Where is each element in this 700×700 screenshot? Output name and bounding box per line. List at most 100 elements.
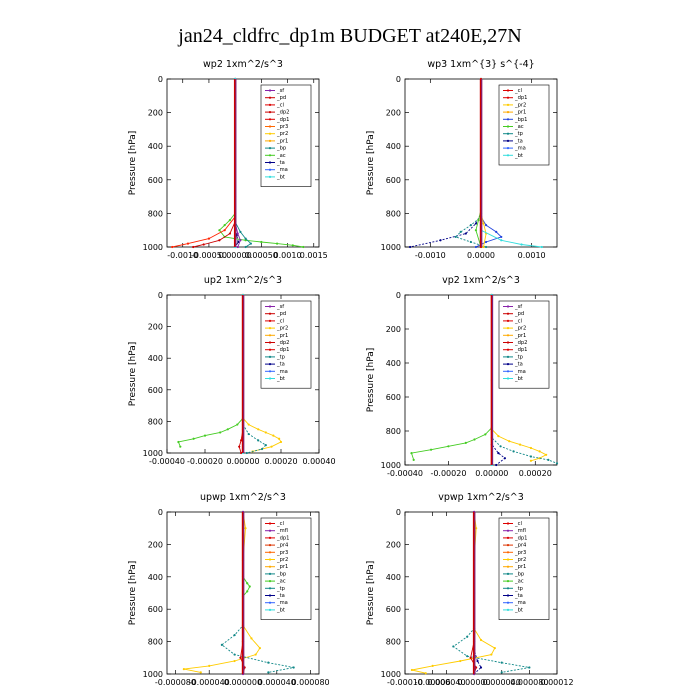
x-tick-label: 0.00012 (540, 678, 573, 687)
legend-label: _tp (514, 131, 524, 137)
data-point (228, 232, 231, 235)
y-tick-label: 400 (148, 142, 163, 151)
legend-label: _ma (514, 369, 526, 375)
data-point (508, 440, 511, 443)
data-point (469, 240, 472, 244)
legend-marker (268, 348, 272, 351)
data-point (469, 656, 472, 659)
data-point (503, 457, 506, 460)
legend-marker (506, 572, 510, 576)
data-point (484, 245, 488, 249)
data-point (292, 666, 295, 669)
data-point (528, 666, 531, 669)
y-tick-label: 800 (386, 638, 401, 647)
data-point (538, 450, 541, 453)
legend-label: _tp (276, 586, 286, 592)
y-tick-label: 1000 (381, 461, 401, 470)
chart-panel-4: vp2 1xm^2/s^3 Pressure [hPa] 0 200 400 600 800… (366, 275, 559, 478)
data-point (267, 661, 270, 664)
legend-marker (268, 312, 272, 315)
series-line-dp2 (410, 295, 493, 461)
legend-label: _cl (276, 102, 284, 108)
legend-marker (268, 565, 272, 568)
legend-label: _pr1 (514, 333, 526, 339)
legend-marker (268, 551, 272, 554)
legend-label: _dp2 (276, 340, 289, 346)
data-point (219, 431, 222, 434)
legend-label: _bp (276, 146, 287, 152)
legend-label: _pr1 (276, 333, 288, 339)
data-point (500, 239, 503, 242)
x-tick-label: -0.0010 (167, 251, 198, 260)
legend-label: _ta (514, 593, 523, 599)
x-tick-label: 0.00000 (226, 457, 259, 466)
legend-marker (506, 536, 510, 540)
legend-label: _pr3 (514, 550, 526, 556)
legend-box (498, 300, 550, 389)
legend-label: _ma (514, 600, 526, 606)
data-point (248, 585, 251, 588)
legend-label: _cl (514, 88, 522, 94)
x-tick-label: -0.000040 (189, 678, 230, 687)
data-point (220, 643, 223, 646)
series-line-pr1 (172, 79, 236, 248)
data-point (239, 239, 242, 242)
legend: _sf_pd_cl _dp2_dp1_pr3_pr2_pr1 _bp_ac_ta_m… (260, 84, 312, 187)
x-tick-label: 0.000000 (224, 678, 262, 687)
data-point (520, 243, 523, 246)
legend-label: _ac (276, 579, 286, 585)
series-line-pr2 (491, 295, 548, 462)
y-tick-label: 0 (396, 508, 401, 517)
x-tick-label: -0.00020 (187, 457, 223, 466)
legend-label: _mfl (514, 528, 526, 534)
legend-label: _tp (514, 586, 524, 592)
data-point (244, 527, 247, 530)
data-point (246, 590, 249, 593)
data-point (254, 653, 257, 656)
data-point (264, 431, 267, 434)
data-point (495, 230, 498, 233)
y-tick-label: 800 (148, 209, 163, 218)
data-point (447, 445, 450, 448)
y-tick-label: 200 (386, 540, 401, 549)
series-line-pr2 (183, 511, 261, 673)
data-point (459, 659, 462, 663)
legend-label: _dp1 (514, 535, 527, 541)
legend-label: _ma (276, 167, 288, 173)
panel-title: vp2 1xm^2/s^3 (442, 275, 520, 286)
y-tick-label: 1000 (143, 449, 163, 458)
data-point (529, 455, 533, 458)
legend-marker (506, 348, 510, 351)
y-tick-label: 200 (148, 109, 163, 118)
legend-marker (268, 594, 272, 597)
data-point (500, 671, 503, 674)
legend-marker (268, 89, 272, 92)
legend: _cl_dp1_pr2 _pr1_bp1_ac_tp_ta _ma_bt (498, 84, 550, 166)
data-point (466, 655, 469, 658)
legend-label: _cl (276, 521, 284, 527)
legend-marker (506, 125, 510, 128)
legend-marker (268, 363, 272, 366)
legend-marker (506, 544, 510, 547)
legend-label: _pr1 (514, 110, 526, 116)
data-point (479, 666, 483, 669)
legend-label: _cl (514, 521, 522, 527)
y-tick-label: 800 (148, 638, 163, 647)
data-point (412, 458, 415, 461)
x-tick-label: 0.00000 (458, 678, 491, 687)
legend-marker (506, 341, 510, 344)
y-axis-label: Pressure [hPa] (366, 131, 376, 196)
y-axis-label: Pressure [hPa] (128, 342, 138, 407)
legend-label: _pr4 (276, 543, 289, 549)
legend-marker (268, 103, 272, 106)
y-tick-label: 600 (148, 176, 163, 185)
y-tick-label: 1000 (143, 243, 163, 252)
data-point (429, 448, 433, 451)
x-tick-label: -0.00010 (387, 678, 423, 687)
series-line-dp2 (193, 79, 236, 248)
data-point (547, 458, 550, 461)
data-point (260, 447, 264, 451)
x-tick-label: 0.000040 (483, 678, 521, 687)
data-point (250, 637, 253, 640)
